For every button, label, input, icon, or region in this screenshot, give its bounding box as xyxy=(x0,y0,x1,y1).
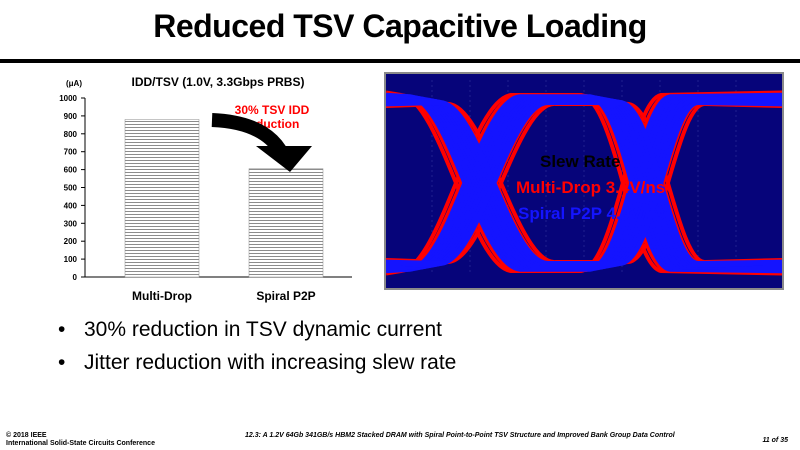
x-category-label: Spiral P2P xyxy=(256,289,315,303)
slide-title: Reduced TSV Capacitive Loading xyxy=(153,8,647,44)
bullet-item: Jitter reduction with increasing slew ra… xyxy=(58,351,456,375)
idd-bar-chart: IDD/TSV (1.0V, 3.3Gbps PRBS) (μA) 0 100 20… xyxy=(59,75,352,303)
y-tick-label: 900 xyxy=(64,112,78,121)
y-tick-label: 200 xyxy=(64,237,78,246)
eye-heading: Slew Rate xyxy=(540,152,621,171)
eye-trace xyxy=(386,100,782,266)
bar-spiral-p2p xyxy=(248,168,324,278)
x-category-label: Multi-Drop xyxy=(132,289,192,303)
footer-page-number: 11 of 35 xyxy=(762,437,788,444)
reduction-arrow-icon xyxy=(211,113,312,172)
y-tick-label: 500 xyxy=(64,184,78,193)
y-tick-label: 1000 xyxy=(59,94,77,103)
eye-diagram-panel: Slew Rate Multi-Drop 3.4V/ns Spiral P2P … xyxy=(384,72,784,290)
bullet-list: 30% reduction in TSV dynamic current Jit… xyxy=(58,318,456,384)
eye-label-spiral: Spiral P2P 4.9V/ns xyxy=(518,204,667,223)
chart-title: IDD/TSV (1.0V, 3.3Gbps PRBS) xyxy=(132,75,305,89)
footer-paper-title: 12.3: A 1.2V 64Gb 341GB/s HBM2 Stacked D… xyxy=(245,432,675,439)
footer-copyright-block: © 2018 IEEE International Solid-State Ci… xyxy=(6,432,155,448)
footer-copyright: © 2018 IEEE xyxy=(6,432,47,439)
y-tick-label: 0 xyxy=(73,273,78,282)
y-tick-label: 700 xyxy=(64,148,78,157)
y-tick-label: 400 xyxy=(64,201,78,210)
y-tick-label: 800 xyxy=(64,130,78,139)
reduction-annotation-line1: 30% TSV IDD xyxy=(235,103,310,117)
y-tick-label: 300 xyxy=(64,219,78,228)
bar-multi-drop xyxy=(124,119,200,278)
eye-diagram-plot xyxy=(386,80,782,276)
bullet-item: 30% reduction in TSV dynamic current xyxy=(58,318,456,342)
y-tick-label: 600 xyxy=(64,166,78,175)
y-tick-label: 100 xyxy=(64,255,78,264)
y-unit-label: (μA) xyxy=(66,79,82,88)
title-divider xyxy=(0,59,800,63)
footer-conference: International Solid-State Circuits Confe… xyxy=(6,440,155,447)
eye-trace xyxy=(386,100,782,266)
eye-label-multi-drop: Multi-Drop 3.4V/ns xyxy=(516,178,666,197)
